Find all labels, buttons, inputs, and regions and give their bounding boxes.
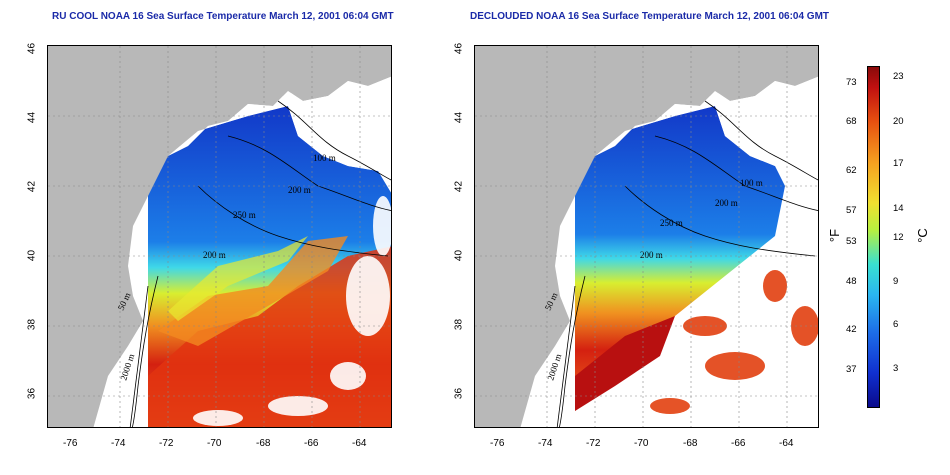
celsius-tick: 14: [893, 203, 904, 214]
celsius-tick: 20: [893, 116, 904, 127]
fahrenheit-tick: 37: [846, 364, 857, 375]
fahrenheit-tick: 68: [846, 116, 857, 127]
graticule: [48, 46, 391, 427]
left-x-tick: -64: [352, 438, 367, 449]
right-map-graphic: 100 m 200 m 250 m 200 m 50 m 2000 m: [475, 46, 818, 427]
contour-label-100m: 100 m: [313, 153, 336, 163]
cloud-patches: [193, 196, 391, 426]
celsius-tick: 6: [893, 319, 899, 330]
left-x-tick: -72: [159, 438, 174, 449]
contour-label-200m: 200 m: [288, 185, 311, 195]
right-sst-map[interactable]: 100 m 200 m 250 m 200 m 50 m 2000 m: [474, 45, 819, 428]
right-y-tick: 42: [453, 180, 465, 193]
left-x-tick: -66: [304, 438, 319, 449]
land-mass: [475, 46, 818, 427]
warm-core-region: [575, 316, 675, 411]
right-x-tick: -64: [779, 438, 794, 449]
contour-label-250m: 250 m: [233, 210, 256, 220]
left-sst-map[interactable]: 100 m 200 m 250 m 200 m 50 m 2000 m: [47, 45, 392, 428]
contour-label-200m: 200 m: [715, 198, 738, 208]
bathymetry-contours: [129, 100, 391, 427]
left-x-tick: -76: [63, 438, 78, 449]
right-x-tick: -76: [490, 438, 505, 449]
contour-label-2000m: 2000 m: [545, 353, 563, 382]
fahrenheit-tick: 57: [846, 205, 857, 216]
right-x-tick: -74: [538, 438, 553, 449]
gulf-stream-region: [148, 246, 391, 427]
left-y-tick: 38: [26, 318, 38, 331]
fahrenheit-tick: 48: [846, 276, 857, 287]
fahrenheit-tick: 53: [846, 236, 857, 247]
contour-label-2000m: 2000 m: [118, 353, 136, 382]
right-x-tick: -72: [586, 438, 601, 449]
shelf-front-region: [168, 236, 308, 321]
graticule: [475, 46, 818, 427]
celsius-tick: 9: [893, 276, 899, 287]
scattered-warm-patches: [650, 270, 818, 414]
contour-label-200m-b: 200 m: [640, 250, 663, 260]
fahrenheit-tick: 73: [846, 77, 857, 88]
right-y-tick: 44: [453, 111, 465, 124]
left-y-tick: 42: [26, 180, 38, 193]
fahrenheit-tick: 62: [846, 165, 857, 176]
left-map-graphic: 100 m 200 m 250 m 200 m 50 m 2000 m: [48, 46, 391, 427]
right-x-tick: -68: [683, 438, 698, 449]
celsius-tick: 3: [893, 363, 899, 374]
celsius-unit-label: °C: [914, 228, 930, 243]
contour-label-100m: 100 m: [740, 178, 763, 188]
left-map-title: RU COOL NOAA 16 Sea Surface Temperature …: [52, 11, 394, 22]
right-y-tick: 38: [453, 318, 465, 331]
land-mass: [48, 46, 391, 427]
slope-water-region: [158, 236, 348, 346]
fahrenheit-tick: 42: [846, 324, 857, 335]
sst-field: [575, 106, 785, 411]
nova-scotia-land: [685, 46, 818, 106]
fahrenheit-unit-label: °F: [827, 228, 843, 243]
celsius-tick: 17: [893, 158, 904, 169]
right-x-tick: -66: [731, 438, 746, 449]
contour-label-200m-b: 200 m: [203, 250, 226, 260]
right-y-tick: 40: [453, 249, 465, 262]
nearshore-no-data: [168, 76, 391, 171]
nearshore-no-data: [595, 76, 818, 171]
left-x-tick: -68: [256, 438, 271, 449]
right-y-tick: 46: [453, 42, 465, 55]
left-y-tick: 44: [26, 111, 38, 124]
temperature-colorbar: [867, 66, 880, 408]
left-y-tick: 40: [26, 249, 38, 262]
nova-scotia-land: [258, 46, 391, 106]
celsius-tick: 23: [893, 71, 904, 82]
contour-label-250m: 250 m: [660, 218, 683, 228]
right-y-tick: 36: [453, 387, 465, 400]
right-map-title: DECLOUDED NOAA 16 Sea Surface Temperatur…: [470, 11, 830, 22]
left-y-tick: 46: [26, 42, 38, 55]
left-x-tick: -70: [207, 438, 222, 449]
left-x-tick: -74: [111, 438, 126, 449]
right-x-tick: -70: [634, 438, 649, 449]
bathymetry-contours: [556, 100, 818, 427]
left-y-tick: 36: [26, 387, 38, 400]
celsius-tick: 12: [893, 232, 904, 243]
